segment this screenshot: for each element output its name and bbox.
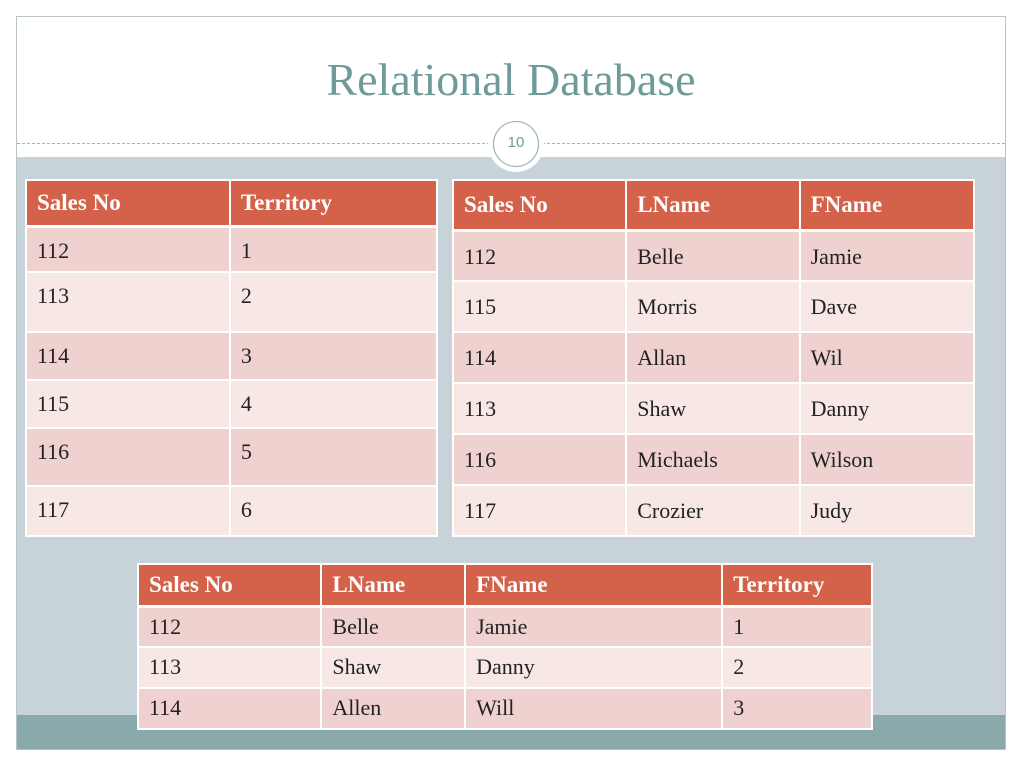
- table-row: 116 5: [25, 427, 439, 487]
- table-cell: Belle: [625, 229, 801, 282]
- table-row: 114 Allan Wil: [451, 331, 976, 384]
- table-cell: 113: [451, 382, 628, 435]
- table-cell: Danny: [464, 646, 724, 689]
- table-cell: 112: [136, 605, 323, 648]
- column-header: Territory: [228, 179, 439, 228]
- table-row: 115 4: [25, 379, 439, 429]
- table-cell: Shaw: [625, 382, 801, 435]
- table-cell: 114: [25, 331, 231, 381]
- table-cell: 3: [721, 687, 873, 730]
- table-cell: Jamie: [798, 229, 976, 282]
- table-cell: Will: [464, 687, 724, 730]
- table-row: 115 Morris Dave: [451, 280, 976, 333]
- table-cell: Judy: [798, 484, 976, 537]
- table-cell: Danny: [798, 382, 976, 435]
- table-row: 117 6: [25, 485, 439, 537]
- table-cell: 115: [451, 280, 628, 333]
- table-cell: 113: [25, 271, 231, 333]
- table-cell: Wil: [798, 331, 976, 384]
- table-header-row: Sales No LName FName Territory: [136, 563, 873, 608]
- table-cell: Belle: [320, 605, 467, 648]
- table-cell: Allan: [625, 331, 801, 384]
- table-row: 112 Belle Jamie 1: [136, 605, 873, 648]
- table-cell: Michaels: [625, 433, 801, 486]
- table-cell: Jamie: [464, 605, 724, 648]
- table-cell: 5: [228, 427, 439, 487]
- table-row: 116 Michaels Wilson: [451, 433, 976, 486]
- table-row: 114 Allen Will 3: [136, 687, 873, 730]
- table-cell: 4: [228, 379, 439, 429]
- slide-title: Relational Database: [326, 54, 696, 105]
- table-row: 112 Belle Jamie: [451, 229, 976, 282]
- column-header: Sales No: [451, 179, 628, 232]
- table-cell: Allen: [320, 687, 467, 730]
- slide: Relational Database 10 Sales No Territor…: [16, 16, 1006, 750]
- table-cell: Dave: [798, 280, 976, 333]
- column-header: FName: [464, 563, 724, 608]
- table-cell: 113: [136, 646, 323, 689]
- table-cell: 114: [136, 687, 323, 730]
- table-cell: Crozier: [625, 484, 801, 537]
- column-header: Sales No: [136, 563, 323, 608]
- table-cell: 1: [228, 225, 439, 273]
- table-cell: 3: [228, 331, 439, 381]
- column-header: Territory: [721, 563, 873, 608]
- table-cell: 116: [25, 427, 231, 487]
- table-row: 113 Shaw Danny 2: [136, 646, 873, 689]
- table-row: 113 2: [25, 271, 439, 333]
- joined-table: Sales No LName FName Territory 112 Belle…: [136, 563, 873, 730]
- table-header-row: Sales No Territory: [25, 179, 439, 228]
- column-header: FName: [798, 179, 976, 232]
- page-number-badge: 10: [488, 116, 544, 172]
- table-cell: 2: [721, 646, 873, 689]
- table-cell: Wilson: [798, 433, 976, 486]
- table-cell: 6: [228, 485, 439, 537]
- table-header-row: Sales No LName FName: [451, 179, 976, 232]
- territory-table: Sales No Territory 112 1 113 2 114 3 115…: [25, 179, 439, 537]
- page-number: 10: [493, 121, 539, 167]
- table-cell: Morris: [625, 280, 801, 333]
- table-row: 113 Shaw Danny: [451, 382, 976, 435]
- table-cell: Shaw: [320, 646, 467, 689]
- table-cell: 112: [451, 229, 628, 282]
- column-header: Sales No: [25, 179, 231, 228]
- table-cell: 116: [451, 433, 628, 486]
- table-row: 117 Crozier Judy: [451, 484, 976, 537]
- table-cell: 117: [25, 485, 231, 537]
- names-table: Sales No LName FName 112 Belle Jamie 115…: [451, 179, 976, 537]
- table-cell: 115: [25, 379, 231, 429]
- table-cell: 114: [451, 331, 628, 384]
- table-cell: 2: [228, 271, 439, 333]
- column-header: LName: [320, 563, 467, 608]
- table-cell: 1: [721, 605, 873, 648]
- table-row: 114 3: [25, 331, 439, 381]
- column-header: LName: [625, 179, 801, 232]
- table-row: 112 1: [25, 225, 439, 273]
- table-cell: 112: [25, 225, 231, 273]
- table-cell: 117: [451, 484, 628, 537]
